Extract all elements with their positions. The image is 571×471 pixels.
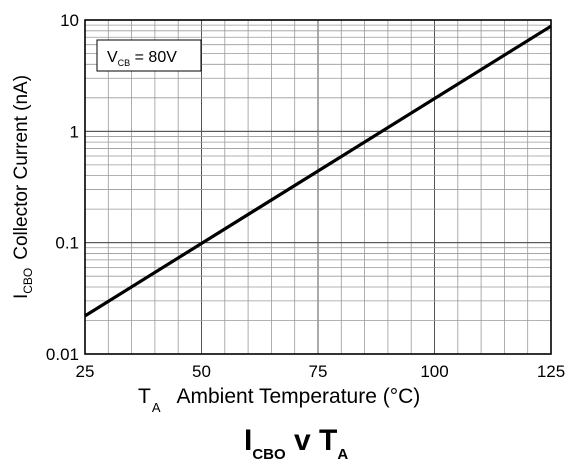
- y-axis-label: ICBO Collector Current (nA): [11, 75, 35, 299]
- title-sub: CBO: [252, 446, 286, 463]
- x-tick-label: 75: [309, 362, 328, 381]
- y-tick-label: 1: [70, 122, 79, 141]
- y-tick-label: 10: [60, 11, 79, 30]
- chart-title: ICBO v TA: [244, 424, 348, 463]
- annotation: VCB = 80V: [96, 39, 202, 72]
- x-tick-label: 125: [537, 362, 565, 381]
- y-tick-label: 0.01: [46, 345, 79, 364]
- annotation-box: [96, 39, 202, 72]
- y-axis-symbol-sub: CBO: [21, 268, 35, 294]
- annotation-text: VCB = 80V: [107, 49, 177, 68]
- title-mid: v T: [286, 424, 338, 457]
- title-sub2: A: [337, 446, 348, 463]
- x-tick-label: 25: [76, 362, 95, 381]
- y-axis-text: Collector Current (nA): [11, 75, 32, 260]
- plot-frame: [84, 19, 552, 355]
- y-axis-symbol: I: [11, 294, 32, 299]
- annotation-value: = 80V: [130, 49, 177, 66]
- x-axis-text: Ambient Temperature (°C): [177, 385, 421, 408]
- title-main: I: [244, 424, 252, 457]
- x-tick-label: 50: [192, 362, 211, 381]
- x-tick-label: 100: [420, 362, 448, 381]
- annotation-sub: CB: [118, 58, 131, 68]
- x-axis-symbol: T: [138, 385, 151, 408]
- y-tick-label: 0.1: [55, 234, 79, 253]
- annotation-symbol: V: [107, 49, 118, 66]
- x-axis-label: TA Ambient Temperature (°C): [138, 385, 420, 415]
- series-line: [84, 24, 552, 318]
- x-axis-symbol-sub: A: [152, 400, 161, 415]
- tick-labels: 25 50 75 100 125 0.01 0.1 1 10: [46, 11, 565, 381]
- series-layer: [84, 24, 552, 318]
